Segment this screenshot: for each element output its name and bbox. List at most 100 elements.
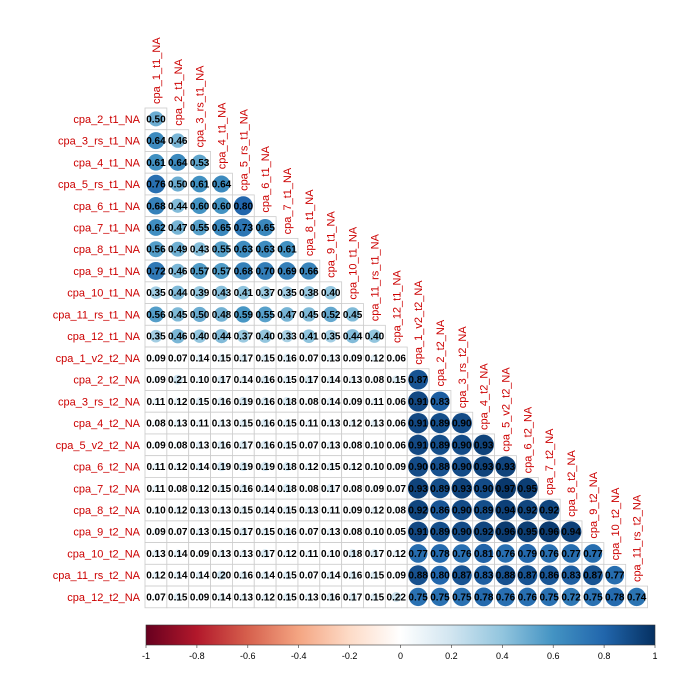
colorbar-tick-label-8: 0.4 (496, 651, 509, 661)
corr-circle-20-5 (238, 527, 248, 537)
corr-value-23-2: 0.15 (168, 592, 188, 603)
corr-value-22-13: 0.88 (408, 571, 428, 582)
corr-value-22-20: 0.83 (561, 571, 581, 582)
corr-value-17-13: 0.90 (408, 462, 428, 473)
corr-circle-19-14 (430, 500, 450, 520)
corr-value-13-2: 0.21 (168, 375, 188, 386)
corr-value-21-9: 0.10 (321, 549, 341, 560)
column-label-8: cpa_8_t1_NA (304, 189, 316, 256)
corr-value-15-11: 0.13 (365, 419, 385, 430)
corr-value-17-5: 0.19 (234, 462, 254, 473)
row-label-4: cpa_5_rs_t1_NA (58, 179, 141, 191)
corr-value-19-12: 0.08 (387, 506, 407, 517)
column-label-23: cpa_11_rs_t2_NA (632, 494, 644, 582)
corr-value-22-18: 0.87 (518, 571, 538, 582)
corr-circle-2-1 (147, 132, 165, 150)
corr-value-10-4: 0.48 (212, 310, 232, 321)
corr-circle-23-7 (282, 592, 292, 602)
corr-value-18-6: 0.14 (255, 484, 275, 495)
corr-circle-12-7 (282, 353, 292, 363)
corr-value-16-3: 0.13 (190, 440, 210, 451)
corr-value-5-1: 0.68 (146, 201, 166, 212)
corr-circle-19-8 (305, 506, 313, 514)
corr-circle-18-18 (517, 477, 538, 499)
corr-value-15-4: 0.13 (212, 419, 232, 430)
matrix-cells: 0.500.64 0.460.61 0.64 0.530.76 0.50 0.61 0.64… (144, 107, 648, 609)
corr-value-20-13: 0.91 (408, 527, 428, 538)
corr-value-13-3: 0.10 (190, 375, 210, 386)
corr-circle-22-8 (306, 572, 312, 579)
column-label-1: cpa_1_t1_NA (151, 37, 163, 104)
corr-value-15-5: 0.15 (234, 419, 254, 430)
corr-value-9-2: 0.44 (168, 288, 188, 299)
row-label-18: cpa_7_t2_NA (73, 483, 140, 495)
corr-value-17-4: 0.19 (212, 462, 232, 473)
corr-value-12-7: 0.16 (277, 353, 297, 364)
corr-value-20-9: 0.13 (321, 527, 341, 538)
corr-value-22-1: 0.12 (146, 571, 166, 582)
corr-circle-20-7 (282, 527, 292, 536)
corr-circle-4-3 (191, 175, 208, 193)
corr-circle-21-20 (561, 544, 581, 563)
corr-value-14-10: 0.09 (343, 397, 363, 408)
corr-value-22-9: 0.14 (321, 571, 341, 582)
corr-circle-10-8 (301, 307, 317, 322)
corr-value-20-10: 0.08 (343, 527, 363, 538)
corr-value-18-2: 0.08 (168, 484, 188, 495)
corr-circle-8-8 (300, 262, 318, 280)
corr-value-10-7: 0.47 (277, 310, 297, 321)
column-label-21: cpa_9_t2_NA (588, 471, 600, 538)
corr-circle-14-4 (217, 397, 226, 406)
corr-value-19-9: 0.11 (321, 506, 340, 517)
corr-circle-6-4 (212, 218, 231, 237)
corr-circle-19-4 (217, 506, 226, 514)
corr-circle-13-13 (408, 369, 429, 390)
corr-circle-9-3 (192, 286, 207, 300)
corr-circle-19-17 (495, 499, 516, 521)
corr-value-16-4: 0.16 (212, 440, 232, 451)
corr-circle-17-8 (305, 462, 313, 471)
corr-circle-19-7 (282, 505, 292, 515)
corr-circle-10-9 (323, 306, 339, 323)
row-label-9: cpa_10_t1_NA (67, 288, 140, 300)
corr-value-18-9: 0.17 (321, 484, 341, 495)
corr-value-23-12: 0.22 (387, 592, 407, 603)
corr-value-20-1: 0.09 (146, 527, 166, 538)
corr-circle-17-1 (152, 463, 160, 471)
corr-circle-14-7 (282, 396, 292, 406)
corr-circle-9-9 (324, 285, 338, 300)
corr-value-4-3: 0.61 (190, 180, 210, 191)
corr-circle-23-23 (627, 587, 646, 607)
corr-circle-6-6 (256, 218, 274, 237)
corr-value-12-4: 0.15 (212, 353, 232, 364)
corr-circle-12-3 (195, 353, 204, 362)
corr-value-13-10: 0.13 (343, 375, 363, 386)
corr-circle-14-3 (195, 397, 204, 406)
corr-value-19-5: 0.15 (234, 506, 254, 517)
corr-circle-16-11 (371, 441, 378, 449)
corr-circle-6-2 (170, 220, 186, 235)
corr-value-8-6: 0.70 (255, 266, 275, 277)
corr-circle-17-5 (238, 461, 248, 472)
colorbar-tick-label-4: -0.4 (291, 651, 307, 661)
corr-value-14-9: 0.14 (321, 397, 341, 408)
corr-value-21-11: 0.17 (365, 549, 385, 560)
corr-circle-21-18 (517, 544, 537, 563)
corr-value-23-7: 0.15 (277, 592, 297, 603)
corr-value-22-7: 0.15 (277, 571, 297, 582)
corr-value-10-1: 0.56 (146, 310, 166, 321)
corr-circle-22-7 (282, 571, 292, 580)
corr-value-8-8: 0.66 (299, 266, 319, 277)
corr-value-12-6: 0.15 (255, 353, 275, 364)
corr-circle-20-16 (473, 521, 494, 542)
corr-value-18-13: 0.93 (408, 484, 428, 495)
corr-value-15-9: 0.13 (321, 419, 341, 430)
corr-circle-23-14 (430, 587, 450, 607)
corr-value-18-4: 0.15 (212, 484, 232, 495)
corr-circle-5-5 (233, 196, 253, 216)
colorbar-tick-label-9: 0.6 (547, 651, 560, 661)
corr-circle-21-3 (196, 550, 203, 557)
column-label-10: cpa_10_t1_NA (348, 226, 360, 299)
corr-value-23-5: 0.13 (234, 592, 254, 603)
corr-circle-22-21 (583, 565, 603, 586)
